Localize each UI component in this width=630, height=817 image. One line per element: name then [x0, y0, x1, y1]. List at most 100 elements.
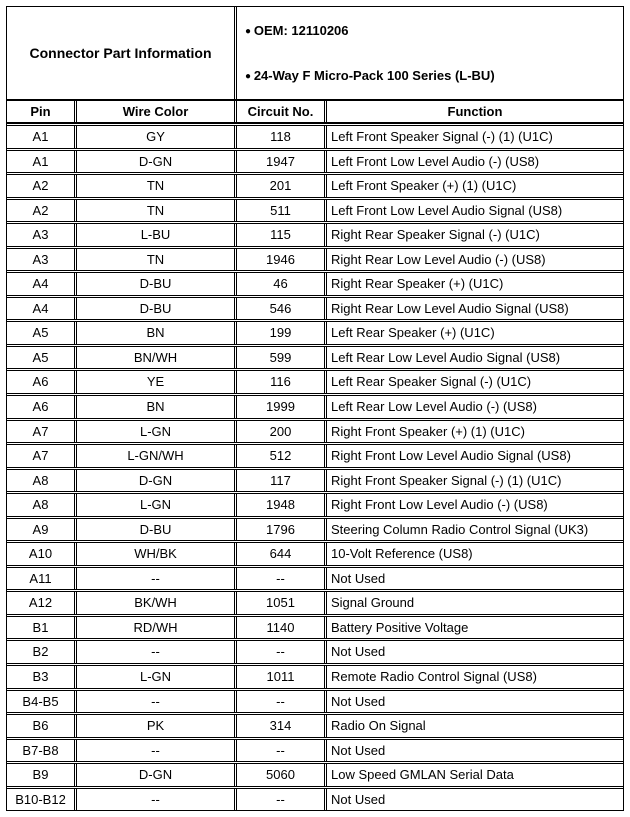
cell-circuit: 46 — [237, 273, 327, 295]
cell-pin: B3 — [7, 666, 77, 688]
cell-wire: BN — [77, 396, 237, 418]
cell-pin: A5 — [7, 322, 77, 344]
cell-function: Not Used — [327, 691, 623, 713]
table-row: A4D-BU546Right Rear Low Level Audio Sign… — [7, 295, 623, 320]
cell-function: Left Front Speaker (+) (1) (U1C) — [327, 175, 623, 197]
cell-function: Left Front Low Level Audio Signal (US8) — [327, 200, 623, 222]
cell-function: Left Rear Speaker Signal (-) (U1C) — [327, 371, 623, 393]
table-row: B1RD/WH1140Battery Positive Voltage — [7, 614, 623, 639]
table-row: B3L-GN1011Remote Radio Control Signal (U… — [7, 663, 623, 688]
cell-pin: B2 — [7, 641, 77, 663]
cell-wire: D-GN — [77, 151, 237, 173]
cell-wire: TN — [77, 249, 237, 271]
cell-pin: B10-B12 — [7, 789, 77, 811]
cell-wire: D-GN — [77, 764, 237, 786]
rows-container: A1GY118Left Front Speaker Signal (-) (1)… — [7, 123, 623, 810]
cell-pin: B4-B5 — [7, 691, 77, 713]
cell-circuit: 512 — [237, 445, 327, 467]
cell-circuit: 5060 — [237, 764, 327, 786]
table-row: B4-B5----Not Used — [7, 688, 623, 713]
cell-wire: BK/WH — [77, 592, 237, 614]
table-row: A7L-GN200Right Front Speaker (+) (1) (U1… — [7, 418, 623, 443]
cell-pin: A4 — [7, 273, 77, 295]
header-title: Connector Part Information — [7, 7, 237, 99]
table-row: A11----Not Used — [7, 565, 623, 590]
table-row: A8L-GN1948Right Front Low Level Audio (-… — [7, 491, 623, 516]
cell-function: Right Front Low Level Audio (-) (US8) — [327, 494, 623, 516]
cell-wire: BN — [77, 322, 237, 344]
cell-function: Left Rear Speaker (+) (U1C) — [327, 322, 623, 344]
cell-circuit: -- — [237, 641, 327, 663]
cell-circuit: 117 — [237, 470, 327, 492]
cell-pin: A6 — [7, 396, 77, 418]
cell-wire: L-GN/WH — [77, 445, 237, 467]
connector-table: Connector Part Information OEM: 12110206… — [6, 6, 624, 811]
cell-pin: A6 — [7, 371, 77, 393]
table-row: A5BN199Left Rear Speaker (+) (U1C) — [7, 319, 623, 344]
cell-circuit: 115 — [237, 224, 327, 246]
column-headers: Pin Wire Color Circuit No. Function — [7, 100, 623, 123]
cell-wire: -- — [77, 691, 237, 713]
cell-wire: D-GN — [77, 470, 237, 492]
table-row: A6YE116Left Rear Speaker Signal (-) (U1C… — [7, 368, 623, 393]
cell-circuit: 1948 — [237, 494, 327, 516]
cell-pin: B6 — [7, 715, 77, 737]
cell-wire: -- — [77, 740, 237, 762]
cell-function: Right Rear Speaker (+) (U1C) — [327, 273, 623, 295]
cell-wire: D-BU — [77, 519, 237, 541]
cell-function: Left Front Low Level Audio (-) (US8) — [327, 151, 623, 173]
table-row: B9D-GN5060Low Speed GMLAN Serial Data — [7, 761, 623, 786]
table-row: A10WH/BK64410-Volt Reference (US8) — [7, 540, 623, 565]
cell-pin: A1 — [7, 126, 77, 148]
cell-function: Right Rear Low Level Audio Signal (US8) — [327, 298, 623, 320]
cell-pin: A3 — [7, 224, 77, 246]
cell-function: Left Rear Low Level Audio Signal (US8) — [327, 347, 623, 369]
table-row: A3TN1946Right Rear Low Level Audio (-) (… — [7, 246, 623, 271]
cell-function: Radio On Signal — [327, 715, 623, 737]
table-row: A3L-BU115Right Rear Speaker Signal (-) (… — [7, 221, 623, 246]
cell-circuit: 1796 — [237, 519, 327, 541]
cell-function: Not Used — [327, 789, 623, 811]
table-row: A8D-GN117Right Front Speaker Signal (-) … — [7, 467, 623, 492]
cell-pin: A8 — [7, 470, 77, 492]
table-row: A6BN1999Left Rear Low Level Audio (-) (U… — [7, 393, 623, 418]
cell-wire: -- — [77, 641, 237, 663]
cell-pin: A4 — [7, 298, 77, 320]
cell-circuit: 116 — [237, 371, 327, 393]
cell-wire: YE — [77, 371, 237, 393]
table-row: A2TN511Left Front Low Level Audio Signal… — [7, 197, 623, 222]
cell-function: Right Rear Speaker Signal (-) (U1C) — [327, 224, 623, 246]
table-row: A5BN/WH599Left Rear Low Level Audio Sign… — [7, 344, 623, 369]
cell-function: Battery Positive Voltage — [327, 617, 623, 639]
cell-pin: A8 — [7, 494, 77, 516]
cell-pin: B9 — [7, 764, 77, 786]
cell-pin: A3 — [7, 249, 77, 271]
cell-wire: WH/BK — [77, 543, 237, 565]
cell-circuit: -- — [237, 789, 327, 811]
table-row: B10-B12----Not Used — [7, 786, 623, 811]
cell-wire: RD/WH — [77, 617, 237, 639]
cell-circuit: 1999 — [237, 396, 327, 418]
cell-circuit: 314 — [237, 715, 327, 737]
table-row: A1GY118Left Front Speaker Signal (-) (1)… — [7, 123, 623, 148]
cell-pin: A9 — [7, 519, 77, 541]
header-info: OEM: 12110206 24-Way F Micro-Pack 100 Se… — [237, 7, 623, 99]
cell-circuit: 1011 — [237, 666, 327, 688]
cell-function: Right Front Low Level Audio Signal (US8) — [327, 445, 623, 467]
cell-circuit: 1946 — [237, 249, 327, 271]
cell-pin: A5 — [7, 347, 77, 369]
cell-circuit: 200 — [237, 421, 327, 443]
cell-circuit: -- — [237, 691, 327, 713]
desc-line: 24-Way F Micro-Pack 100 Series (L-BU) — [245, 68, 615, 83]
cell-circuit: 1140 — [237, 617, 327, 639]
cell-function: Signal Ground — [327, 592, 623, 614]
cell-wire: L-BU — [77, 224, 237, 246]
cell-circuit: 118 — [237, 126, 327, 148]
cell-circuit: 199 — [237, 322, 327, 344]
table-row: A12BK/WH1051Signal Ground — [7, 589, 623, 614]
cell-pin: A7 — [7, 421, 77, 443]
cell-pin: A12 — [7, 592, 77, 614]
table-row: B6PK314Radio On Signal — [7, 712, 623, 737]
table-row: B7-B8----Not Used — [7, 737, 623, 762]
table-row: A1D-GN1947Left Front Low Level Audio (-)… — [7, 148, 623, 173]
